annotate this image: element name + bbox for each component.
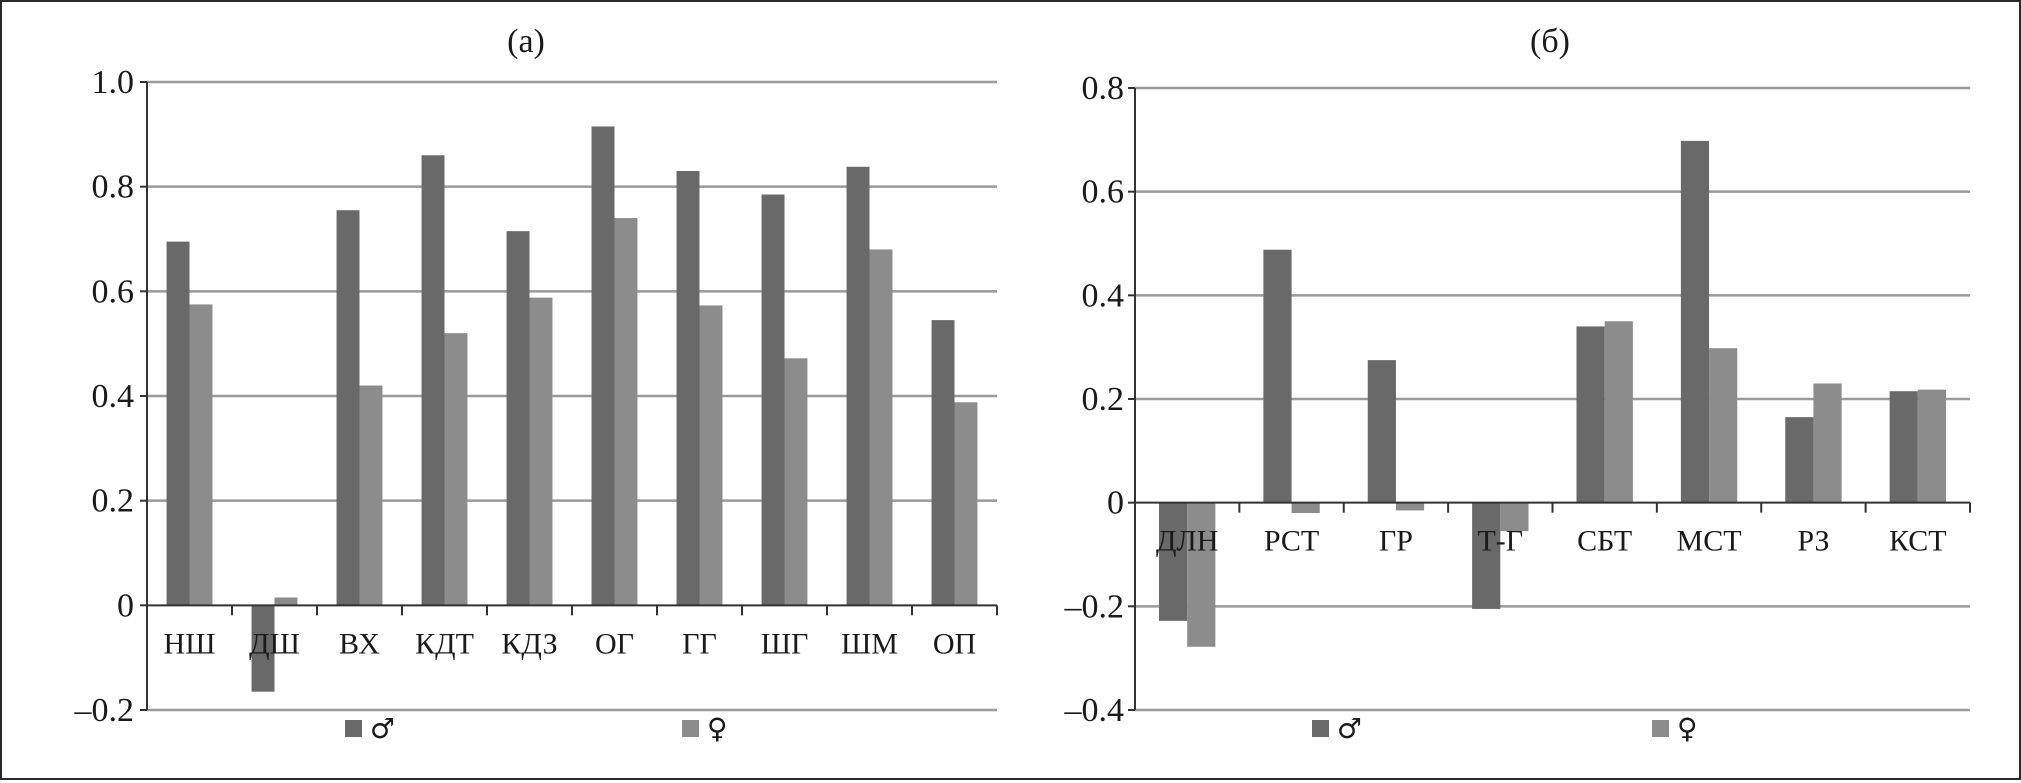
category-label: ГР <box>1379 525 1413 558</box>
bar-male <box>931 320 955 606</box>
category-label: КДТ <box>415 627 474 660</box>
bar-female <box>1187 502 1216 647</box>
bar-female <box>614 218 638 606</box>
bar-male <box>421 155 445 606</box>
category-label: ВХ <box>339 627 380 660</box>
category-label: ГГ <box>682 627 717 660</box>
bar-female <box>359 385 383 606</box>
category-label: НШ <box>164 627 216 660</box>
bar-male <box>166 241 190 606</box>
y-tick-label: 0.2 <box>1082 381 1125 418</box>
bar-female <box>189 304 213 606</box>
category-label: ОП <box>933 627 976 660</box>
bar-female <box>274 597 298 606</box>
y-tick-label: 0.6 <box>92 273 135 310</box>
legend-label-male: ♂ <box>370 712 395 745</box>
category-label: ДШ <box>249 627 300 660</box>
category-label: ДЛН <box>1156 525 1218 558</box>
chart-title: (б) <box>1530 23 1570 60</box>
bar-female <box>1395 502 1425 511</box>
bar-female <box>529 297 553 606</box>
chart-panel-a: (а) –0.2 0 0.2 0.4 0.6 0.8 1.0 НШ ДШ ВХ КДТ КДЗ ОГ ГГ Ш… <box>74 23 998 745</box>
bar-female <box>1500 502 1529 532</box>
y-tick-label: 0 <box>1107 485 1124 522</box>
bar-female <box>1917 389 1946 503</box>
bar-female <box>1604 321 1633 503</box>
bar-male <box>1367 360 1396 503</box>
y-tick-label: 0.8 <box>1082 70 1125 107</box>
legend-swatch-male <box>1312 720 1329 737</box>
bar-male <box>336 210 360 606</box>
category-label: ШМ <box>841 627 898 660</box>
bar-male <box>846 166 870 606</box>
y-tick-label: 0.2 <box>92 483 135 520</box>
y-tick-label: –0.2 <box>74 692 135 729</box>
y-tick-label: –0.4 <box>1064 692 1125 729</box>
category-label: ОГ <box>595 627 634 660</box>
bar-female <box>784 358 808 606</box>
y-tick-label: 0.6 <box>1082 174 1125 211</box>
bar-female <box>699 305 723 606</box>
bar-male <box>1785 417 1814 503</box>
bar-female <box>1709 348 1738 503</box>
chart-title: (а) <box>507 23 545 60</box>
bar-male <box>591 126 615 606</box>
bar-male <box>1159 502 1188 621</box>
legend-swatch-male <box>345 720 362 737</box>
bar-male <box>1472 502 1501 609</box>
legend-label-female: ♀ <box>1677 712 1698 745</box>
bar-female <box>1813 383 1842 503</box>
y-tick-label: 0.8 <box>92 169 135 206</box>
legend-swatch-female <box>682 720 699 737</box>
y-tick-label: 1.0 <box>92 64 135 101</box>
category-label: РЗ <box>1797 525 1829 558</box>
bar-male <box>761 194 785 606</box>
legend-label-male: ♂ <box>1337 712 1362 745</box>
y-tick-label: 0.4 <box>92 378 135 415</box>
legend-swatch-female <box>1652 720 1669 737</box>
y-tick-label: –0.2 <box>1064 588 1125 625</box>
bar-male <box>1263 249 1292 503</box>
bar-male <box>1576 326 1605 503</box>
legend-label-female: ♀ <box>707 712 728 745</box>
category-label: СБТ <box>1577 525 1632 558</box>
category-label: Т-Г <box>1477 525 1523 558</box>
y-tick-label: 0 <box>117 587 134 624</box>
category-label: МСТ <box>1677 525 1742 558</box>
bar-male <box>676 170 700 606</box>
bar-female <box>1291 502 1320 514</box>
chart-panel-b: (б) –0.4 –0.2 0 0.2 0.4 0.6 0.8 ДЛН РСТ ГР Т-Г СБТ МС… <box>1064 23 1971 745</box>
category-label: ШГ <box>761 627 809 660</box>
bar-male <box>506 231 530 606</box>
bar-male <box>251 605 275 692</box>
bar-female <box>954 402 978 606</box>
bar-female <box>869 249 893 606</box>
category-label: КДЗ <box>501 627 557 660</box>
y-tick-label: 0.4 <box>1082 277 1125 314</box>
bar-female <box>444 333 468 606</box>
category-label: КСТ <box>1889 525 1947 558</box>
category-label: РСТ <box>1264 525 1319 558</box>
bar-male <box>1680 140 1710 503</box>
bar-male <box>1889 391 1918 503</box>
